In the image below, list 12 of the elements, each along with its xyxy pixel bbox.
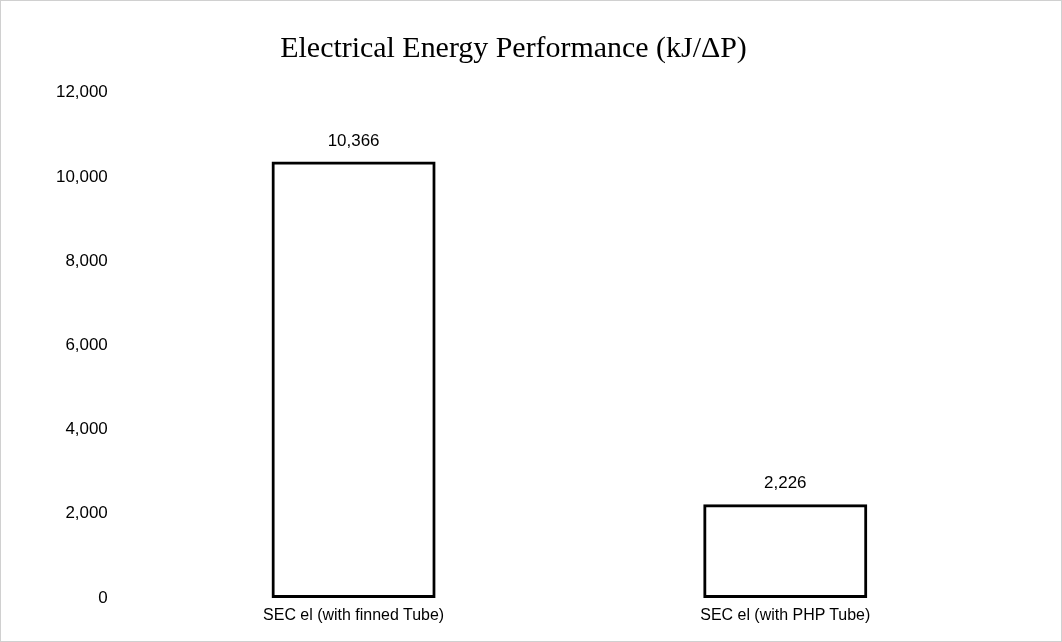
y-tick-label: 8,000 bbox=[65, 250, 108, 270]
y-tick-label: 0 bbox=[98, 587, 108, 607]
y-tick-label: 10,000 bbox=[55, 166, 108, 186]
y-tick-label: 6,000 bbox=[65, 335, 108, 354]
x-tick-label: SEC el (with PHP Tube) bbox=[700, 605, 871, 623]
x-tick-label: SEC el (with finned Tube) bbox=[263, 605, 445, 623]
y-tick-label: 12,000 bbox=[55, 82, 108, 102]
data-label: 10,366 bbox=[327, 130, 380, 150]
y-tick-label: 4,000 bbox=[65, 419, 108, 439]
chart-title: Electrical Energy Performance (kJ/ΔP) bbox=[280, 29, 747, 64]
data-label: 2,226 bbox=[764, 473, 807, 493]
y-tick-label: 2,000 bbox=[65, 503, 108, 523]
